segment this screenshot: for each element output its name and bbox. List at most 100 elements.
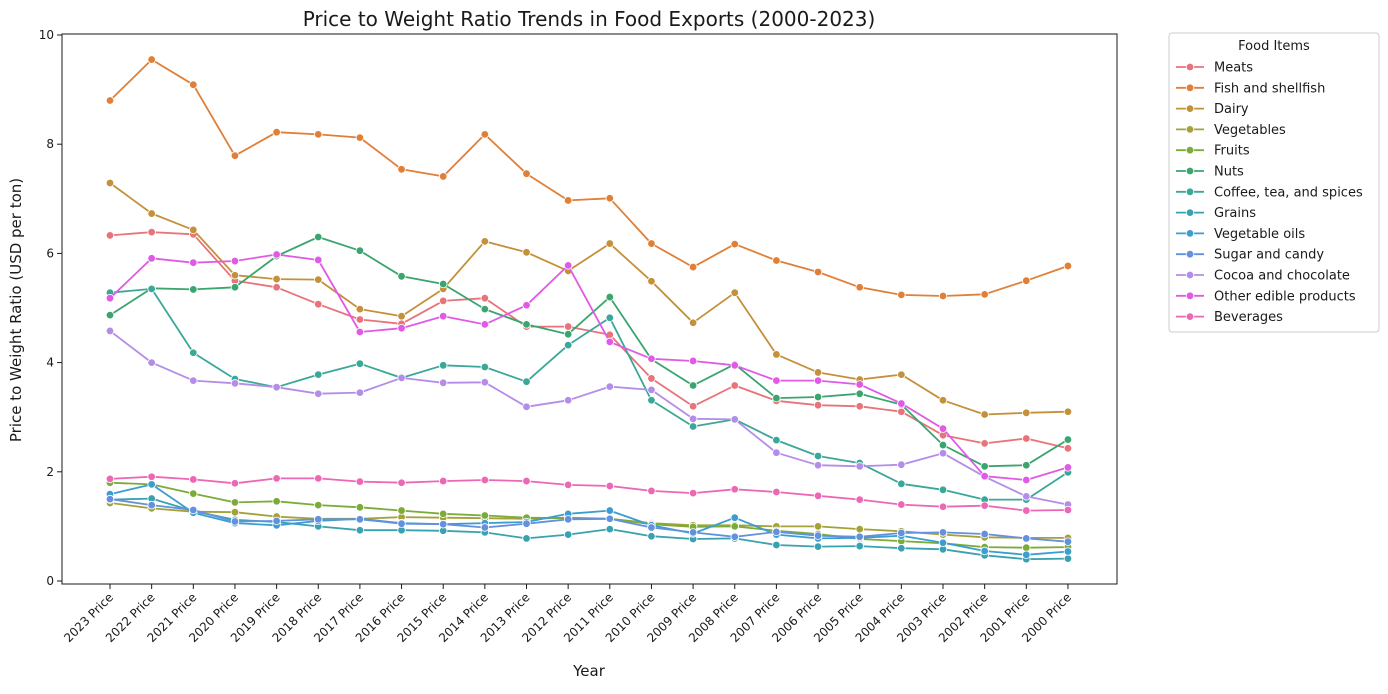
data-point xyxy=(480,362,490,372)
data-point xyxy=(105,178,115,188)
data-point xyxy=(147,55,156,64)
legend-item: Nuts xyxy=(1176,165,1244,180)
data-point xyxy=(1063,505,1073,515)
data-point xyxy=(355,133,365,142)
data-point xyxy=(980,501,989,510)
data-point xyxy=(189,348,198,357)
data-point xyxy=(938,396,948,405)
legend-swatch-marker xyxy=(1185,229,1195,238)
data-point xyxy=(230,151,240,160)
data-point xyxy=(105,326,115,336)
legend-items: Meats Fish and shellfish Dairy Vegetables Fr… xyxy=(1176,61,1363,325)
data-point xyxy=(355,304,365,314)
data-point xyxy=(105,474,115,484)
legend: Food Items Meats Fish and shellfish Dairy V… xyxy=(1168,32,1380,333)
series-line xyxy=(109,483,1068,556)
legend-title: Food Items xyxy=(1238,39,1310,54)
data-point xyxy=(813,531,823,540)
data-point xyxy=(855,462,864,471)
y-axis: 0 2 4 6 8 10 xyxy=(39,28,62,588)
data-point xyxy=(397,506,406,515)
data-point xyxy=(813,400,823,410)
data-point xyxy=(605,524,614,534)
data-point xyxy=(772,256,781,265)
data-point xyxy=(105,231,115,240)
data-point xyxy=(730,485,739,494)
data-point xyxy=(772,393,781,403)
data-point xyxy=(189,475,198,484)
chart-title: Price to Weight Ratio Trends in Food Exp… xyxy=(303,7,876,31)
legend-item: Dairy xyxy=(1176,102,1249,117)
data-point xyxy=(272,283,281,292)
legend-swatch-marker xyxy=(1185,166,1195,176)
data-point xyxy=(480,475,490,485)
data-point xyxy=(230,283,240,292)
data-point xyxy=(147,500,156,510)
legend-swatch-marker xyxy=(1185,145,1195,155)
y-tick-label: 8 xyxy=(46,137,54,151)
legend-swatch-marker xyxy=(1185,104,1195,113)
data-point xyxy=(355,526,365,535)
legend-item: Meats xyxy=(1176,61,1253,76)
data-point xyxy=(813,376,823,385)
data-point xyxy=(730,513,739,522)
data-point xyxy=(1022,550,1031,559)
data-point xyxy=(522,301,531,310)
data-point xyxy=(897,460,906,469)
data-point xyxy=(1022,475,1031,485)
data-point xyxy=(772,376,781,385)
data-point xyxy=(272,127,281,137)
data-point xyxy=(647,532,656,541)
data-point xyxy=(522,320,531,329)
data-point xyxy=(1063,463,1073,472)
data-point xyxy=(730,288,739,297)
data-point xyxy=(355,359,365,368)
legend-label: Cocoa and chocolate xyxy=(1214,269,1350,284)
data-point xyxy=(813,522,823,531)
data-point xyxy=(189,505,198,515)
legend-item: Fruits xyxy=(1176,144,1250,159)
data-point xyxy=(563,322,573,331)
data-point xyxy=(855,389,864,398)
data-point xyxy=(980,410,989,419)
legend-item: Grains xyxy=(1176,206,1256,221)
data-point xyxy=(230,256,240,266)
data-point xyxy=(439,311,448,321)
data-point xyxy=(563,261,573,270)
data-point xyxy=(355,515,365,524)
data-point xyxy=(855,532,864,541)
data-point xyxy=(688,318,698,327)
series-cocoa-and-chocolate xyxy=(105,326,1073,509)
data-point xyxy=(897,479,906,489)
data-point xyxy=(772,527,781,537)
y-tick-label: 6 xyxy=(46,246,54,260)
series-sugar-and-candy xyxy=(105,494,1073,546)
data-point xyxy=(189,285,198,294)
legend-label: Sugar and candy xyxy=(1214,248,1324,263)
series-grains xyxy=(105,494,1073,564)
data-point xyxy=(272,474,281,483)
data-point xyxy=(1022,506,1031,515)
data-point xyxy=(230,271,240,280)
series-nuts xyxy=(105,232,1073,471)
data-point xyxy=(230,517,240,526)
data-point xyxy=(938,528,948,537)
data-point xyxy=(314,515,323,524)
data-point xyxy=(147,472,156,481)
data-point xyxy=(397,165,406,174)
data-point xyxy=(688,414,698,424)
data-point xyxy=(563,480,573,490)
data-point xyxy=(897,399,906,408)
data-point xyxy=(189,80,198,89)
data-point xyxy=(647,354,656,363)
legend-swatch-marker xyxy=(1185,83,1195,92)
legend-label: Fruits xyxy=(1214,144,1250,159)
data-point xyxy=(563,515,573,524)
legend-swatch-marker xyxy=(1185,291,1195,300)
data-point xyxy=(1063,407,1073,416)
data-point xyxy=(772,435,781,445)
plot-area xyxy=(61,33,1118,585)
data-point xyxy=(147,358,156,367)
data-point xyxy=(439,378,448,388)
